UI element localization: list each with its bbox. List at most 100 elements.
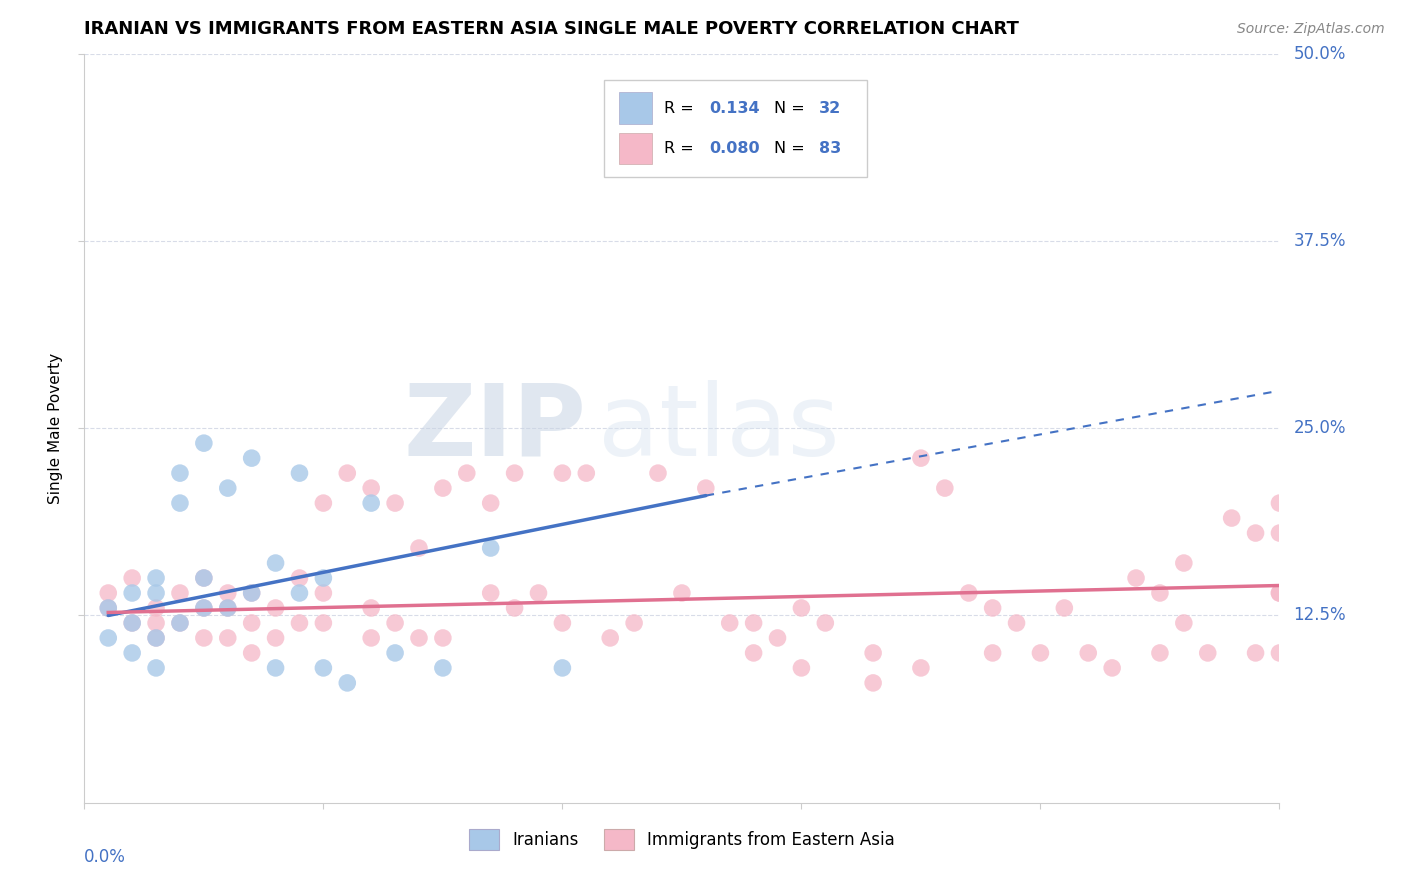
Point [862,646,884,660]
Point [193,601,215,615]
Point [456,466,478,480]
Point [432,661,454,675]
Text: 83: 83 [820,141,842,156]
Point [766,631,789,645]
Bar [619,93,652,124]
Point [742,646,765,660]
Point [1268,646,1291,660]
Point [169,466,191,480]
Point [408,631,430,645]
Point [1268,496,1291,510]
Point [957,586,980,600]
Point [217,601,239,615]
Point [121,615,143,630]
Point [981,601,1004,615]
Point [360,601,382,615]
Point [240,451,263,466]
Point [408,541,430,555]
Y-axis label: Single Male Poverty: Single Male Poverty [48,352,63,504]
Point [599,631,621,645]
Point [790,601,813,615]
Point [97,601,120,615]
Text: Source: ZipAtlas.com: Source: ZipAtlas.com [1237,22,1385,37]
Point [1197,646,1219,660]
Point [264,661,287,675]
Point [145,601,167,615]
Point [312,615,335,630]
Point [384,646,406,660]
Text: 0.080: 0.080 [710,141,761,156]
Point [193,436,215,450]
Point [360,631,382,645]
Point [121,615,143,630]
Text: N =: N = [773,141,810,156]
Point [432,631,454,645]
Point [790,661,813,675]
Point [1268,586,1291,600]
Point [384,496,406,510]
Point [814,615,837,630]
Point [145,661,167,675]
Point [742,615,765,630]
Point [240,615,263,630]
Point [169,615,191,630]
Point [479,496,502,510]
Text: 32: 32 [820,101,842,116]
Point [479,541,502,555]
Point [193,631,215,645]
Point [193,571,215,585]
Point [312,496,335,510]
Point [97,631,120,645]
Point [623,615,645,630]
Point [1101,661,1123,675]
Point [264,601,287,615]
Point [1220,511,1243,525]
Point [121,586,143,600]
Text: 12.5%: 12.5% [1294,607,1346,624]
Point [671,586,693,600]
Point [360,481,382,495]
Point [384,615,406,630]
Bar [619,133,652,164]
Text: N =: N = [773,101,810,116]
Text: R =: R = [664,141,699,156]
Point [1173,556,1195,570]
Point [240,586,263,600]
Point [217,601,239,615]
Point [718,615,741,630]
Point [695,152,717,166]
Point [288,466,311,480]
Point [503,466,526,480]
Point [551,661,574,675]
Point [575,466,598,480]
Point [934,481,956,495]
Point [647,466,669,480]
Point [169,615,191,630]
Point [145,631,167,645]
Point [121,571,143,585]
Point [503,601,526,615]
Point [288,586,311,600]
Point [910,451,932,466]
Point [217,586,239,600]
FancyBboxPatch shape [605,79,868,178]
Point [695,481,717,495]
Point [1149,586,1171,600]
Text: 0.134: 0.134 [710,101,761,116]
Legend: Iranians, Immigrants from Eastern Asia: Iranians, Immigrants from Eastern Asia [461,822,903,858]
Point [121,646,143,660]
Point [551,615,574,630]
Point [240,586,263,600]
Point [527,586,550,600]
Point [312,661,335,675]
Point [1077,646,1099,660]
Point [360,496,382,510]
Text: IRANIAN VS IMMIGRANTS FROM EASTERN ASIA SINGLE MALE POVERTY CORRELATION CHART: IRANIAN VS IMMIGRANTS FROM EASTERN ASIA … [84,21,1019,38]
Point [336,676,359,690]
Point [1125,571,1147,585]
Point [193,571,215,585]
Point [169,496,191,510]
Text: 0.0%: 0.0% [84,847,127,866]
Point [479,586,502,600]
Point [169,586,191,600]
